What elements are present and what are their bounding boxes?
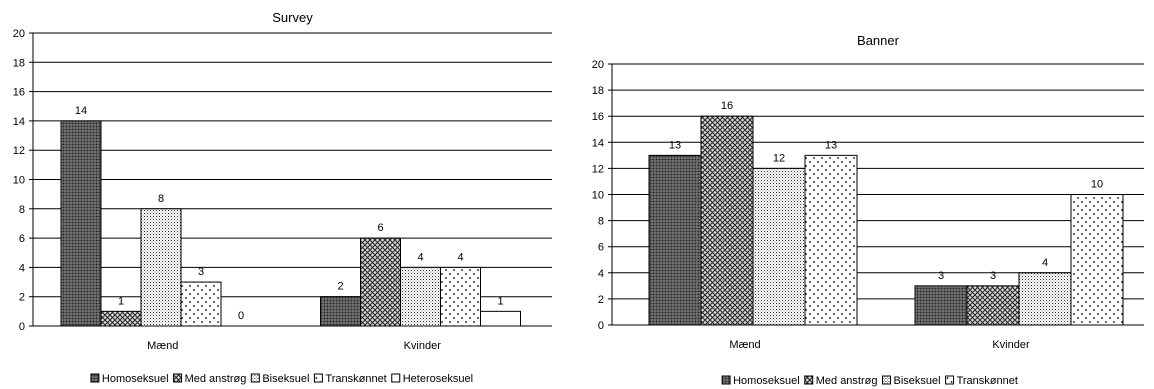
legend-label: Homoseksuel xyxy=(102,373,169,385)
y-tick-label: 10 xyxy=(13,175,25,187)
bar-med-anstrog-kvinder xyxy=(966,285,1020,326)
bar-transkonnet-kvinder xyxy=(440,266,481,327)
bar-homoseksuel-kvinder xyxy=(320,296,361,327)
legend-item-biseksuel: Biseksuel xyxy=(881,375,941,387)
y-tick-label: 6 xyxy=(19,233,25,245)
data-label: 4 xyxy=(1042,257,1048,269)
legend-label: Med anstrøg xyxy=(816,375,878,387)
bar-med-anstrog-kvinder xyxy=(360,237,401,327)
legend-item-med-anstrog: Med anstrøg xyxy=(173,373,247,385)
data-label: 4 xyxy=(417,251,423,263)
legend-swatch xyxy=(90,373,100,383)
bar-homoseksuel-kvinder xyxy=(914,285,968,326)
y-tick-label: 12 xyxy=(592,163,604,175)
bar-heteroseksuel-kvinder xyxy=(480,310,521,327)
data-label: 8 xyxy=(158,193,164,205)
data-label: 16 xyxy=(721,100,733,112)
y-tick-label: 4 xyxy=(598,268,604,280)
legend-item-homoseksuel: Homoseksuel xyxy=(721,375,800,387)
y-tick-label: 0 xyxy=(19,321,25,333)
category-label-maend: Mænd xyxy=(147,340,178,352)
bar-transkonnet-kvinder xyxy=(1070,194,1124,326)
y-tick-label: 20 xyxy=(592,59,604,71)
legend-swatch xyxy=(881,375,891,385)
data-label: 3 xyxy=(990,270,996,282)
data-label: 1 xyxy=(118,295,124,307)
y-tick-label: 2 xyxy=(598,294,604,306)
banner-chart: Banner 0 2 4 6 8 10 12 14 16 18 20 13 16 12 13 Mænd 3 3 4 10… xyxy=(592,33,1144,387)
y-tick-label: 14 xyxy=(592,137,604,149)
data-label: 13 xyxy=(825,139,837,151)
y-tick-label: 0 xyxy=(598,320,604,332)
legend: Homoseksuel Med anstrøg Biseksuel Transkønn… xyxy=(90,373,473,385)
bar-biseksuel-maend xyxy=(140,208,182,327)
legend-label: Transkønnet xyxy=(325,373,386,385)
y-tick-label: 14 xyxy=(13,116,25,128)
legend-label: Transkønnet xyxy=(957,375,1018,387)
data-label: 14 xyxy=(75,105,87,117)
legend-item-biseksuel: Biseksuel xyxy=(250,373,309,385)
legend-swatch xyxy=(721,375,731,385)
bar-homoseksuel-maend xyxy=(648,154,702,326)
legend-swatch xyxy=(804,375,814,385)
legend-swatch xyxy=(313,373,323,383)
legend-swatch xyxy=(391,373,401,383)
legend-swatch xyxy=(945,375,955,385)
bar-med-anstrog-maend xyxy=(700,115,754,326)
y-tick-label: 12 xyxy=(13,145,25,157)
data-label: 10 xyxy=(1091,179,1103,191)
data-label: 12 xyxy=(773,152,785,164)
y-tick-label: 6 xyxy=(598,242,604,254)
legend-label: Biseksuel xyxy=(893,375,940,387)
data-label: 3 xyxy=(938,270,944,282)
data-label: 1 xyxy=(497,295,503,307)
legend-label: Med anstrøg xyxy=(185,373,247,385)
y-tick-label: 16 xyxy=(13,87,25,99)
legend-swatch xyxy=(250,373,260,383)
data-label: 2 xyxy=(337,281,343,293)
bar-biseksuel-kvinder xyxy=(1018,272,1072,326)
y-tick-label: 8 xyxy=(19,204,25,216)
legend-item-med-anstrog: Med anstrøg xyxy=(804,375,878,387)
legend-item-homoseksuel: Homoseksuel xyxy=(90,373,169,385)
category-label-kvinder: Kvinder xyxy=(992,339,1030,351)
y-tick-label: 16 xyxy=(592,111,604,123)
bar-biseksuel-maend xyxy=(752,167,806,326)
legend-label: Biseksuel xyxy=(262,373,309,385)
y-tick-label: 4 xyxy=(19,262,25,274)
legend-item-transkonnet: Transkønnet xyxy=(945,375,1018,387)
legend: Homoseksuel Med anstrøg Biseksuel Transkønn… xyxy=(721,375,1018,387)
legend-item-transkonnet: Transkønnet xyxy=(313,373,387,385)
y-tick-label: 8 xyxy=(598,216,604,228)
legend-swatch xyxy=(173,373,183,383)
legend-label: Heteroseksuel xyxy=(403,373,473,385)
y-tick-label: 20 xyxy=(13,28,25,40)
y-tick-label: 10 xyxy=(592,190,604,202)
data-label: 6 xyxy=(377,222,383,234)
data-label: 0 xyxy=(238,310,244,322)
data-label: 3 xyxy=(198,266,204,278)
chart-title: Banner xyxy=(857,33,900,48)
y-tick-label: 18 xyxy=(592,85,604,97)
data-label: 4 xyxy=(457,251,463,263)
bar-transkonnet-maend xyxy=(804,154,858,326)
y-tick-label: 2 xyxy=(19,292,25,304)
legend-item-heteroseksuel: Heteroseksuel xyxy=(391,373,473,385)
bar-homoseksuel-maend xyxy=(60,120,102,327)
bar-transkonnet-maend xyxy=(180,281,222,327)
bar-biseksuel-kvinder xyxy=(400,266,441,327)
bar-med-anstrog-maend xyxy=(100,310,142,327)
category-label-kvinder: Kvinder xyxy=(404,340,442,352)
chart-title: Survey xyxy=(272,10,313,25)
y-tick-label: 18 xyxy=(13,57,25,69)
category-label-maend: Mænd xyxy=(729,339,760,351)
legend-label: Homoseksuel xyxy=(733,375,800,387)
data-label: 13 xyxy=(669,139,681,151)
